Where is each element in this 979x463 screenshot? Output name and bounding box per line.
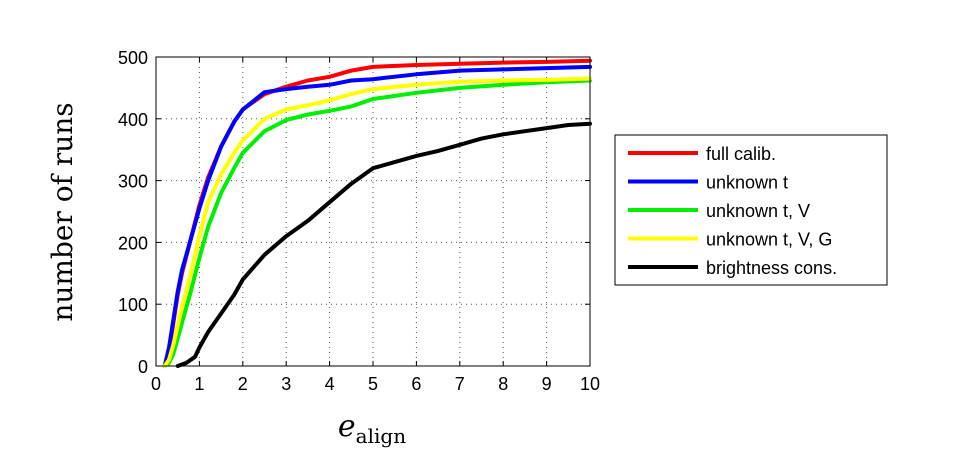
- y-tick-label: 300: [118, 172, 148, 192]
- y-tick-label: 200: [118, 233, 148, 253]
- legend-label: unknown t, V: [706, 201, 810, 221]
- y-tick-label: 100: [118, 295, 148, 315]
- legend-label: full calib.: [706, 144, 776, 164]
- series-line-1: [162, 64, 592, 368]
- x-tick-label: 10: [580, 374, 600, 394]
- x-tick-label: 3: [281, 374, 291, 394]
- x-tick-label: 4: [325, 374, 335, 394]
- series-line-4: [175, 121, 592, 368]
- plot-frame: [155, 56, 591, 367]
- x-tick-label: 9: [542, 374, 552, 394]
- x-axis-label-subscript: align: [356, 424, 407, 448]
- x-tick-label: 0: [151, 374, 161, 394]
- y-tick-label: 500: [118, 48, 148, 68]
- x-tick-label: 8: [498, 374, 508, 394]
- ticks: [155, 56, 591, 367]
- y-tick-label: 400: [118, 110, 148, 130]
- x-tick-label: 1: [194, 374, 204, 394]
- grid: [156, 57, 590, 366]
- y-axis-label: number of runs: [46, 102, 79, 321]
- x-axis-label: ealign: [338, 409, 406, 448]
- x-tick-label: 6: [411, 374, 421, 394]
- series-line-0: [162, 58, 592, 368]
- x-tick-label: 7: [455, 374, 465, 394]
- x-axis-label-main: e: [338, 409, 356, 444]
- y-tick-label: 0: [138, 357, 148, 377]
- series-line-3: [162, 76, 592, 368]
- x-tick-label: 5: [368, 374, 378, 394]
- legend-label: unknown t, V, G: [706, 230, 832, 250]
- legend: full calib. unknown t unknown t, V unknown …: [614, 134, 888, 286]
- legend-items: full calib. unknown t unknown t, V unknown …: [628, 144, 837, 278]
- x-tick-label: 2: [238, 374, 248, 394]
- series-line-2: [162, 78, 592, 368]
- legend-label: unknown t: [706, 173, 788, 193]
- series-group: [162, 58, 592, 368]
- legend-label: brightness cons.: [706, 258, 837, 278]
